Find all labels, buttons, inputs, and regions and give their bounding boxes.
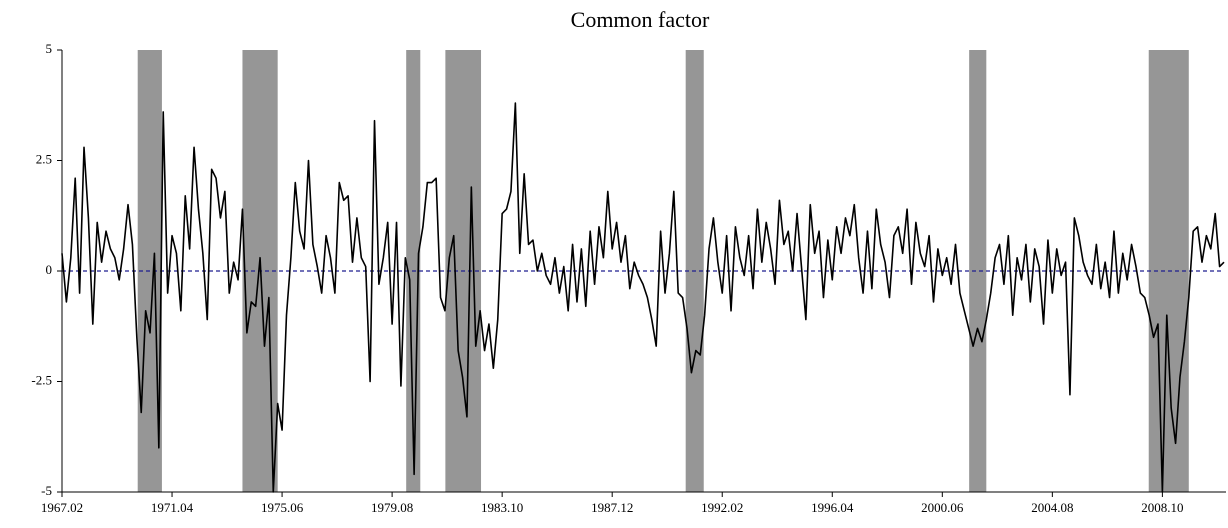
chart-title: Common factor [571,7,710,32]
x-tick-label: 2004.08 [1031,500,1073,515]
series-line [61,102,1225,493]
y-tick-label: -2.5 [31,372,52,387]
x-tick-label: 1987.12 [591,500,633,515]
y-tick-label: 2.5 [36,151,52,166]
y-tick-label: 5 [46,41,53,56]
y-tick-label: 0 [46,262,53,277]
shaded-period [969,50,987,492]
x-tick-label: 1996.04 [811,500,854,515]
y-tick-label: -5 [41,483,52,498]
x-tick-label: 1967.02 [41,500,83,515]
x-tick-label: 1975.06 [261,500,304,515]
x-tick-label: 1971.04 [151,500,194,515]
x-tick-label: 1979.08 [371,500,413,515]
x-tick-label: 2008.10 [1141,500,1183,515]
x-tick-label: 1992.02 [701,500,743,515]
x-tick-label: 2000.06 [921,500,964,515]
x-tick-label: 1983.10 [481,500,523,515]
